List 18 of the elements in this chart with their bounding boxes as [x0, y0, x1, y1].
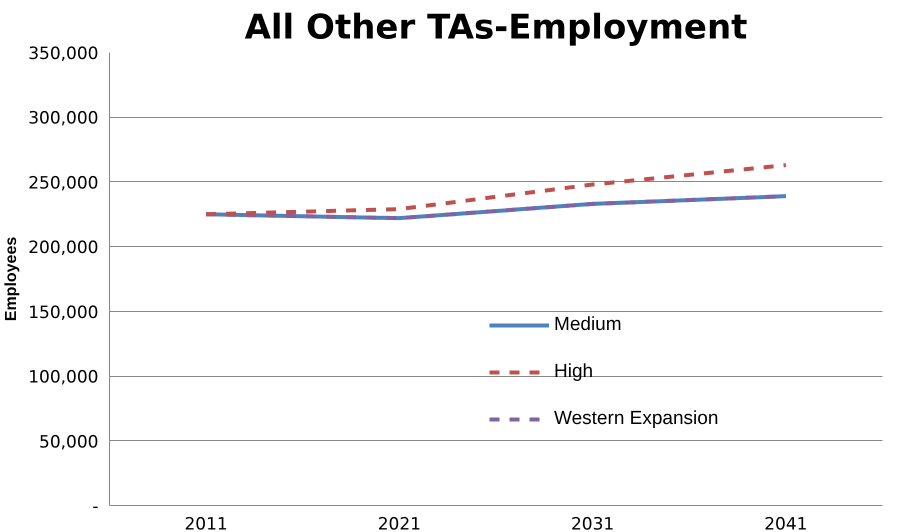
- line-series: [204, 163, 788, 216]
- y-tick-label: 350,000: [28, 44, 99, 64]
- y-axis-title: Employees: [3, 236, 20, 322]
- x-tick-label: 2041: [764, 514, 808, 532]
- chart-title: All Other TAs-Employment: [244, 8, 748, 48]
- legend-label: Medium: [554, 314, 622, 336]
- legend-label: High: [554, 361, 594, 383]
- legend-label: Western Expansion: [554, 408, 718, 430]
- y-tick-label: 250,000: [28, 173, 99, 194]
- y-tick-label: 100,000: [28, 368, 99, 388]
- y-tick-label: 150,000: [28, 302, 99, 323]
- x-tick-label: 2011: [184, 514, 228, 532]
- y-tick-label: 50,000: [39, 432, 98, 452]
- x-tick-label: 2021: [378, 514, 422, 532]
- y-tick-label: -: [92, 497, 99, 517]
- y-tick-label: 200,000: [28, 238, 99, 258]
- y-tick-label: 300,000: [28, 108, 99, 129]
- x-tick-label: 2031: [570, 514, 614, 532]
